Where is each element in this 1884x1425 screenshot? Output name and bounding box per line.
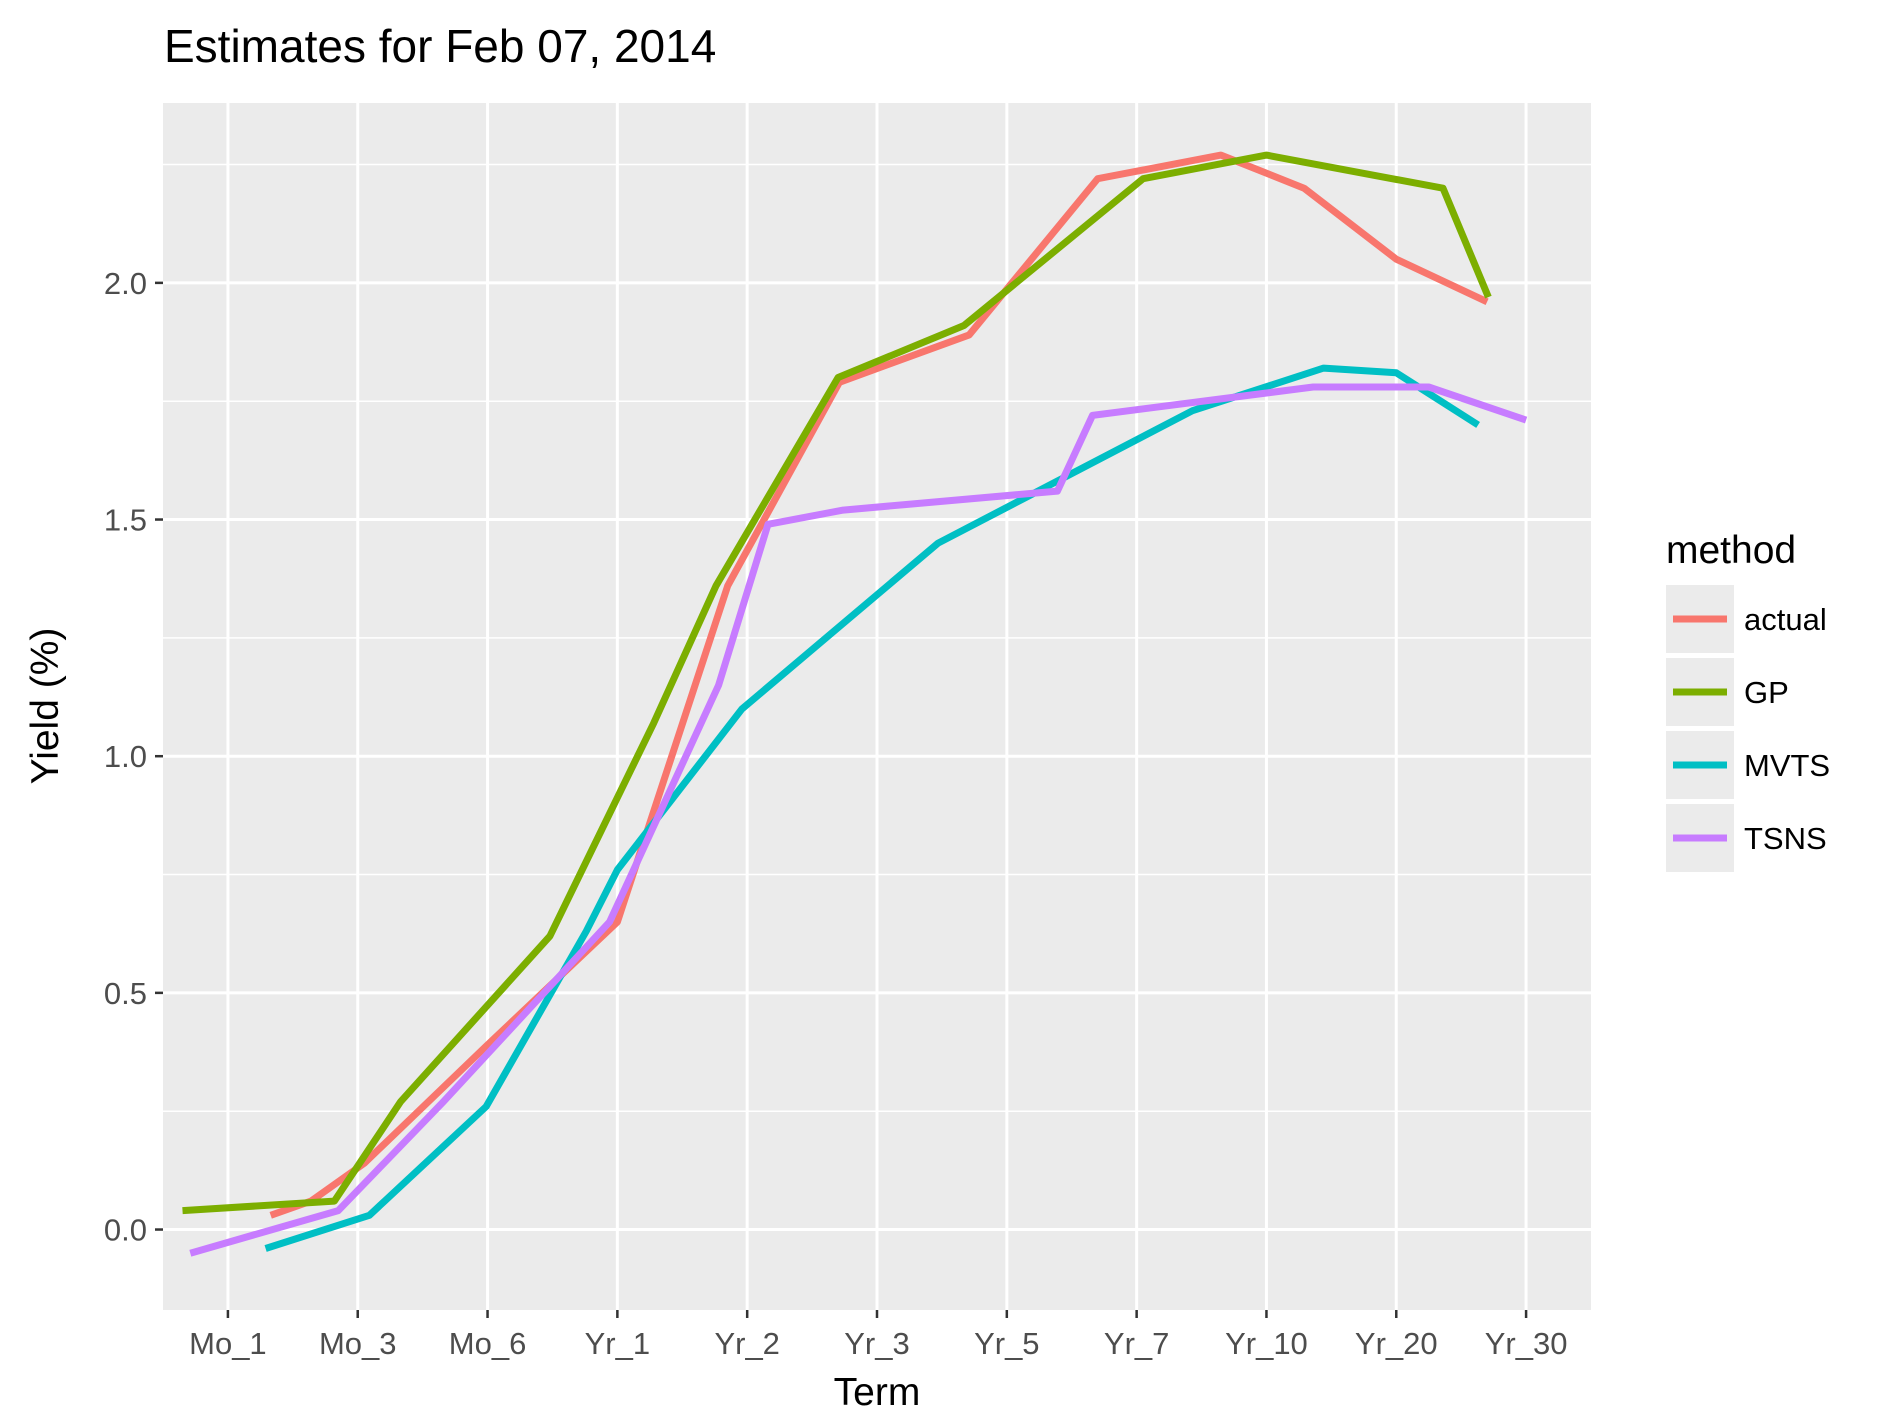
series-line-tsns [189, 383, 1528, 1257]
x-tick-label: Mo_6 [449, 1326, 527, 1361]
x-tick-label: Yr_5 [974, 1326, 1039, 1361]
series-line-gp [182, 151, 1492, 1215]
x-tick-label: Yr_7 [1104, 1326, 1169, 1361]
y-tick-label: 0.0 [104, 1213, 147, 1248]
chart-title: Estimates for Feb 07, 2014 [164, 20, 716, 72]
x-axis-title: Term [834, 1371, 921, 1414]
y-axis: 0.0 0.5 1.0 1.5 2.0 [104, 266, 163, 1248]
series-line-actual [269, 151, 1489, 1219]
y-axis-title: Yield (%) [24, 628, 67, 785]
legend-label-tsns: TSNS [1744, 821, 1827, 856]
x-tick-label: Yr_3 [844, 1326, 909, 1361]
y-tick-label: 0.5 [104, 976, 147, 1011]
x-tick-label: Mo_1 [189, 1326, 267, 1361]
legend-label-mvts: MVTS [1744, 748, 1830, 783]
x-tick-label: Yr_10 [1225, 1326, 1308, 1361]
y-tick-label: 1.0 [104, 739, 147, 774]
legend-label-actual: actual [1744, 602, 1827, 637]
legend: method actual GP MVTS TSNS [1666, 529, 1830, 872]
legend-label-gp: GP [1744, 675, 1789, 710]
x-tick-label: Yr_2 [714, 1326, 779, 1361]
y-tick-label: 1.5 [104, 503, 147, 538]
series-line-mvts [264, 364, 1480, 1252]
x-tick-label: Yr_30 [1485, 1326, 1568, 1361]
y-tick-label: 2.0 [104, 266, 147, 301]
legend-title: method [1666, 529, 1796, 572]
x-axis: Mo_1 Mo_3 Mo_6 Yr_1 Yr_2 Yr_3 Yr_5 Yr_7 Yr_10 Yr_… [189, 1310, 1567, 1361]
x-tick-label: Yr_1 [585, 1326, 650, 1361]
series-layer [182, 151, 1528, 1257]
x-tick-label: Yr_20 [1355, 1326, 1438, 1361]
x-tick-label: Mo_3 [319, 1326, 397, 1361]
